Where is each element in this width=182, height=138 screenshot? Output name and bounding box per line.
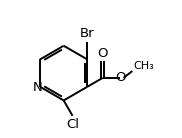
Text: N: N bbox=[33, 81, 42, 94]
Text: CH₃: CH₃ bbox=[133, 61, 154, 71]
Text: O: O bbox=[98, 47, 108, 60]
Text: O: O bbox=[115, 71, 126, 84]
Text: Br: Br bbox=[80, 27, 95, 40]
Text: Cl: Cl bbox=[66, 118, 80, 131]
